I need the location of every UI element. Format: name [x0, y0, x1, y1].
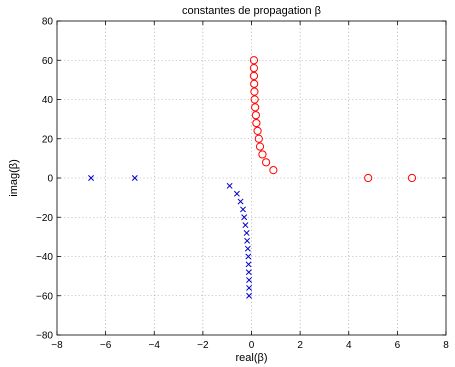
y-tick-label: −20 — [36, 213, 53, 224]
data-point-circle — [254, 134, 263, 143]
data-point-x — [237, 198, 244, 205]
data-point-circle — [250, 87, 259, 96]
y-tick-label: 80 — [42, 17, 54, 28]
x-tick-label: −6 — [100, 340, 112, 351]
data-point-x — [244, 245, 251, 252]
x-axis-label: real(β) — [236, 352, 268, 364]
chart-title: constantes de propagation β — [182, 5, 321, 17]
data-point-circle — [407, 173, 417, 183]
data-point-circle — [250, 79, 259, 88]
data-point-x — [245, 261, 252, 268]
x-tick-label: −8 — [51, 340, 63, 351]
series-circles — [249, 56, 417, 183]
data-point-x — [246, 292, 253, 299]
y-tick-label: −80 — [36, 331, 53, 342]
data-point-x — [240, 206, 246, 213]
data-point-circle — [261, 158, 271, 167]
data-point-x — [226, 182, 233, 189]
data-point-circle — [364, 173, 373, 183]
x-tick-label: 8 — [443, 340, 449, 351]
data-point-x — [246, 284, 253, 291]
data-point-x — [131, 175, 138, 181]
x-tick-label: 4 — [346, 340, 352, 351]
y-tick-label: 0 — [47, 174, 53, 185]
data-point-circle — [251, 103, 260, 112]
data-point-circle — [249, 64, 259, 73]
data-point-circle — [251, 111, 260, 120]
x-tick-label: 2 — [297, 340, 303, 351]
data-point-x — [244, 237, 251, 244]
data-point-circle — [249, 56, 259, 65]
data-point-x — [241, 214, 248, 221]
data-point-circle — [255, 142, 265, 151]
data-point-circle — [252, 118, 261, 128]
x-tick-label: 6 — [395, 340, 401, 351]
data-point-circle — [249, 71, 259, 81]
data-point-x — [245, 269, 252, 276]
data-point-x — [243, 229, 250, 236]
data-point-circle — [269, 166, 278, 175]
data-point-x — [245, 253, 252, 260]
data-point-x — [242, 222, 249, 229]
x-tick-label: −4 — [149, 340, 161, 351]
data-point-x — [246, 277, 253, 284]
x-tick-label: −2 — [197, 340, 209, 351]
y-axis-label: imag(β) — [8, 159, 20, 197]
x-tick-label: 0 — [249, 340, 255, 351]
data-point-circle — [250, 95, 259, 104]
y-tick-label: 60 — [42, 56, 54, 67]
data-point-x — [88, 175, 94, 181]
data-point-circle — [258, 150, 267, 159]
y-tick-label: −40 — [36, 252, 53, 263]
series-crosses — [88, 175, 253, 299]
y-tick-label: 20 — [42, 134, 54, 145]
y-tick-label: −60 — [36, 291, 53, 302]
data-point-x — [233, 190, 240, 197]
y-tick-label: 40 — [42, 95, 54, 106]
data-point-circle — [253, 126, 262, 135]
